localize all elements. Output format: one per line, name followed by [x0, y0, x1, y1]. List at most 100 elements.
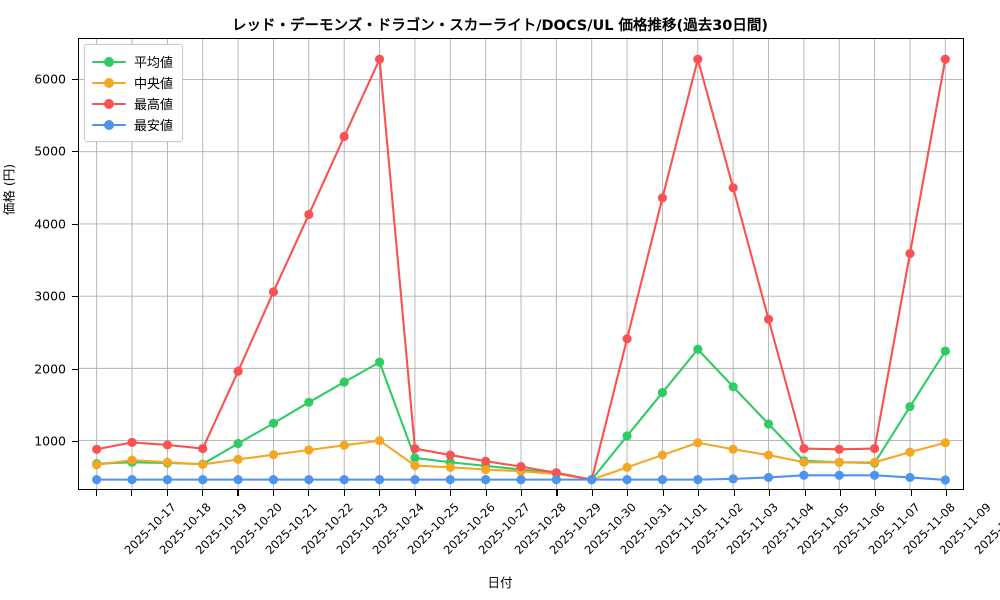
data-point	[622, 462, 632, 472]
data-point	[693, 475, 703, 485]
legend-label: 最安値	[134, 119, 174, 134]
data-point	[763, 450, 774, 460]
x-tick-mark	[591, 490, 593, 496]
y-tick-mark	[72, 78, 78, 80]
data-point	[870, 470, 880, 480]
data-point	[127, 475, 137, 485]
data-series-layer	[92, 54, 950, 485]
y-tick-label: 4000	[34, 216, 66, 232]
legend-item-1[interactable]: 中央値	[92, 72, 173, 93]
data-point	[587, 475, 597, 485]
data-point	[304, 397, 314, 407]
y-tick-mark	[72, 441, 78, 443]
data-point	[339, 131, 349, 142]
data-point	[162, 475, 172, 485]
y-tick-label: 2000	[34, 361, 66, 377]
y-tick-label: 1000	[34, 433, 66, 449]
data-point	[657, 450, 668, 460]
data-point	[905, 447, 915, 457]
data-point	[622, 431, 632, 441]
data-point	[162, 457, 172, 467]
data-point	[268, 475, 279, 485]
legend-item-2[interactable]: 最高値	[92, 93, 173, 114]
data-point	[763, 419, 774, 429]
legend-item-0[interactable]: 平均値	[92, 51, 173, 72]
legend-dot-icon	[104, 119, 114, 130]
x-axis-label: 日付	[487, 575, 513, 590]
legend-dot-icon	[104, 56, 114, 67]
data-point	[657, 193, 668, 203]
y-tick-mark	[72, 368, 78, 370]
series-2	[92, 54, 950, 485]
y-tick-label: 3000	[34, 288, 66, 304]
series-1	[92, 436, 950, 485]
data-point	[410, 443, 420, 454]
data-point	[127, 437, 137, 447]
data-point	[905, 248, 915, 259]
data-point	[92, 475, 102, 485]
data-point	[870, 457, 880, 467]
data-point	[693, 54, 703, 64]
x-tick-mark	[272, 490, 274, 496]
data-point	[92, 444, 102, 454]
data-point	[481, 464, 491, 475]
data-point	[834, 444, 844, 454]
data-point	[268, 418, 279, 428]
data-point	[374, 54, 385, 64]
data-point	[622, 334, 632, 344]
data-point	[516, 462, 526, 472]
legend-label: 中央値	[134, 77, 174, 92]
x-tick-mark	[521, 490, 523, 496]
x-tick-mark	[131, 490, 133, 496]
x-tick-mark	[839, 490, 842, 496]
data-point	[304, 475, 314, 485]
x-tick-mark	[910, 490, 912, 496]
data-point	[481, 456, 491, 466]
data-point	[268, 287, 279, 297]
y-tick-mark	[72, 296, 78, 298]
x-tick-mark	[95, 490, 97, 496]
data-point	[339, 440, 349, 450]
data-point	[834, 470, 844, 480]
data-point	[657, 387, 668, 398]
data-point	[622, 475, 632, 485]
data-point	[693, 438, 703, 448]
data-point	[799, 443, 809, 454]
x-tick-mark	[308, 490, 310, 496]
legend-item-3[interactable]: 最安値	[92, 114, 173, 135]
legend-dot-icon	[104, 77, 114, 88]
legend-swatch-icon	[92, 118, 126, 132]
data-point	[233, 454, 243, 464]
x-tick-mark	[627, 490, 629, 496]
data-point	[198, 475, 208, 485]
y-tick-label: 6000	[34, 71, 66, 87]
x-tick-mark	[662, 490, 664, 496]
data-point	[410, 460, 420, 471]
x-tick-mark	[804, 490, 806, 496]
data-point	[304, 209, 314, 220]
data-point	[728, 183, 738, 193]
x-tick-mark	[946, 490, 948, 496]
y-axis-label: 価格 (円)	[1, 163, 17, 216]
legend-dot-icon	[104, 98, 114, 109]
data-point	[92, 460, 102, 470]
series-line	[95, 348, 947, 481]
x-tick-mark	[485, 490, 487, 496]
data-point	[481, 475, 491, 485]
data-point	[905, 472, 915, 483]
data-point	[127, 455, 137, 465]
series-3	[92, 470, 950, 485]
data-point	[198, 459, 208, 470]
x-tick-mark	[414, 490, 416, 496]
data-point	[693, 344, 703, 354]
chart-legend: 平均値中央値 最高値最安値	[84, 44, 184, 142]
data-point	[445, 450, 455, 460]
data-point	[304, 445, 314, 455]
data-point	[268, 450, 279, 460]
data-point	[657, 475, 668, 485]
y-tick-mark	[72, 223, 78, 225]
x-tick-mark	[379, 490, 381, 496]
data-point	[763, 314, 774, 324]
data-point	[834, 457, 844, 467]
